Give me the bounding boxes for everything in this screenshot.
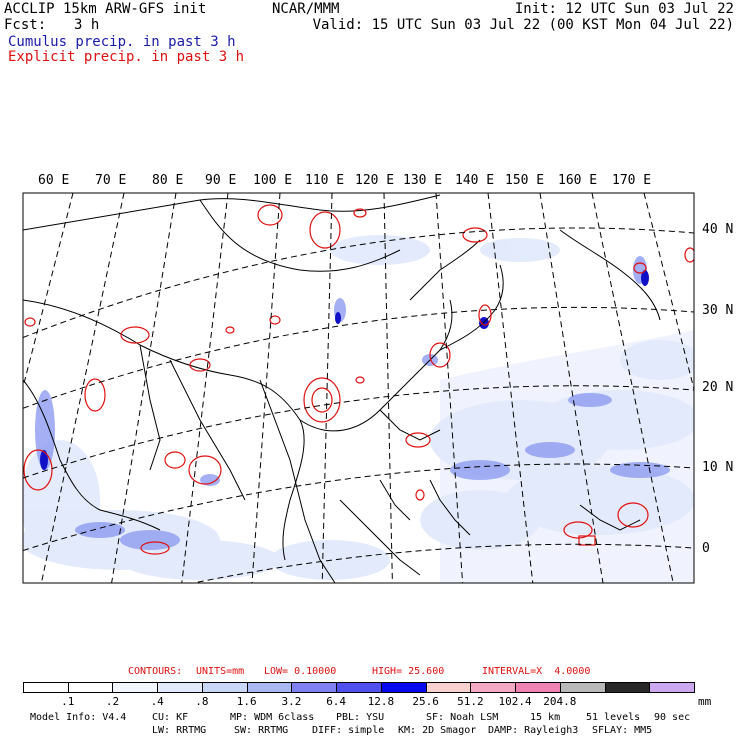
lon-label: 170 E [612, 173, 652, 188]
graticule [23, 193, 694, 583]
valid-time: Valid: 15 UTC Sun 03 Jul 22 (00 KST Mon … [312, 17, 734, 33]
footer-timestep: 90 sec [654, 712, 691, 723]
footer-mp: MP: WDM 6class [230, 712, 315, 723]
footer-km: KM: 2D Smagor [398, 725, 477, 736]
colorbar-cell [291, 682, 338, 693]
colorbar-cell [559, 682, 606, 693]
colorbar-label: 204.8 [543, 695, 577, 708]
lon-label: 60 E [38, 173, 70, 188]
colorbar-cell [246, 682, 293, 693]
colorbar-cell [23, 682, 69, 693]
footer-pbl: PBL: YSU [336, 712, 385, 723]
contours-high: HIGH= 25.600 [372, 666, 445, 677]
lon-label: 130 E [403, 173, 443, 188]
colorbar-label: .8 [195, 695, 209, 708]
footer-levels: 51 levels [586, 712, 641, 723]
map-frame [22, 192, 695, 584]
colorbar-cell [649, 682, 695, 693]
init-time: Init: 12 UTC Sun 03 Jul 22 [514, 1, 734, 17]
longitude-line [591, 193, 674, 583]
lat-label: 40 N [702, 222, 734, 237]
precip-field [23, 235, 694, 583]
colorbar-label: .4 [150, 695, 164, 708]
footer-sf: SF: Noah LSM [426, 712, 499, 723]
lon-label: 120 E [355, 173, 395, 188]
lon-label: 70 E [95, 173, 127, 188]
colorbar-cell [425, 682, 472, 693]
colorbar-label: 1.6 [236, 695, 257, 708]
forecast-label: Fcst: [4, 17, 47, 33]
contours-interval: INTERVAL=X 4.0000 [482, 666, 591, 677]
footer-damp: DAMP: Rayleigh3 [488, 725, 579, 736]
colorbar-unit: mm [698, 695, 712, 708]
longitude-line [251, 193, 281, 583]
colorbar-cell [336, 682, 382, 693]
latitude-line [23, 385, 694, 479]
footer-resolution: 15 km [530, 712, 561, 723]
longitude-line [539, 193, 604, 583]
footer-sflay: SFLAY: MM5 [592, 725, 653, 736]
lon-label: 150 E [505, 173, 545, 188]
legend-cumulus: Cumulus precip. in past 3 h [8, 34, 236, 50]
contours-title: CONTOURS: [128, 666, 183, 677]
colorbar-cell [470, 682, 517, 693]
colorbar-label: .2 [105, 695, 120, 708]
footer-sw: SW: RRTMG [234, 725, 289, 736]
footer-cu: CU: KF [152, 712, 189, 723]
latitude-line [191, 543, 694, 583]
lon-label: 80 E [152, 173, 184, 188]
longitude-line [487, 193, 534, 583]
lat-label: 20 N [702, 380, 734, 395]
longitude-line [181, 193, 229, 583]
lon-label: 90 E [205, 173, 237, 188]
contours-low: LOW= 0.10000 [264, 666, 337, 677]
lat-label: 0 [702, 541, 710, 556]
footer-model-info: Model Info: V4.4 [30, 712, 127, 723]
footer-lw: LW: RRTMG [152, 725, 207, 736]
colorbar-label: 102.4 [498, 695, 532, 708]
colorbar-label: 3.2 [281, 695, 302, 708]
colorbar-label: 6.4 [326, 695, 347, 708]
explicit-contours [23, 204, 694, 555]
lon-label: 140 E [455, 173, 495, 188]
forecast-hour: 3 h [74, 17, 100, 33]
colorbar-cell [67, 682, 114, 693]
colorbar-cell [604, 682, 651, 693]
lat-label: 30 N [702, 303, 734, 318]
model-title: ACCLIP 15km ARW-GFS init [4, 1, 207, 17]
colorbar-cell [201, 682, 248, 693]
longitude-line [435, 193, 464, 583]
legend-explicit: Explicit precip. in past 3 h [8, 49, 245, 65]
colorbar-label: 12.8 [367, 695, 395, 708]
longitude-line [40, 193, 125, 583]
lat-label: 10 N [702, 460, 734, 475]
colorbar-label: 25.6 [412, 695, 439, 708]
colorbar-cell [112, 682, 159, 693]
colorbar-cell [380, 682, 427, 693]
footer-diff: DIFF: simple [312, 725, 385, 736]
colorbar-label: .1 [61, 695, 75, 708]
colorbar-cell [157, 682, 203, 693]
colorbar-cell [515, 682, 561, 693]
contours-units: UNITS=mm [196, 666, 245, 677]
colorbar-label: 51.2 [457, 695, 484, 708]
longitude-line [321, 193, 333, 583]
latitude-line [23, 463, 694, 551]
lon-label: 100 E [253, 173, 293, 188]
coastlines [23, 194, 661, 583]
longitude-line [383, 193, 393, 583]
latitude-line [23, 306, 694, 409]
lon-label: 160 E [558, 173, 598, 188]
longitude-line [111, 193, 177, 583]
center-name: NCAR/MMM [272, 1, 340, 17]
lon-label: 110 E [305, 173, 345, 188]
